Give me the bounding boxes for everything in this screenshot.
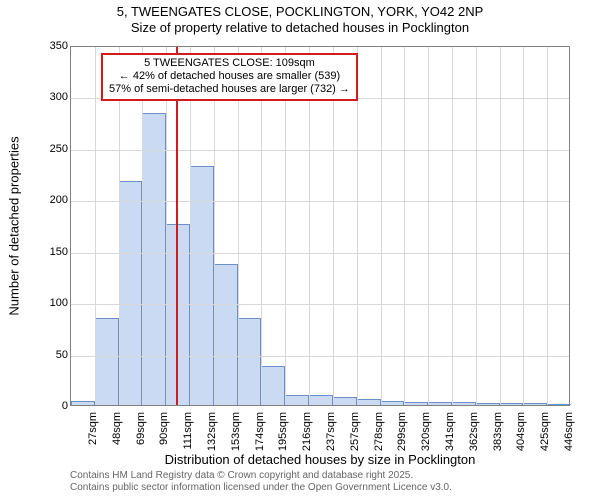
- bar: [381, 401, 405, 405]
- y-tick-label: 100: [40, 297, 68, 309]
- bar: [547, 404, 571, 405]
- v-gridline: [119, 47, 120, 405]
- x-tick-label: 69sqm: [135, 412, 147, 445]
- h-gridline: [71, 356, 569, 357]
- bar: [500, 403, 524, 405]
- h-gridline: [71, 150, 569, 151]
- x-tick-label: 341sqm: [444, 412, 456, 451]
- y-tick-label: 50: [40, 349, 68, 361]
- bar: [452, 402, 476, 405]
- v-gridline: [214, 47, 215, 405]
- bar: [309, 395, 333, 405]
- chart-root: 5, TWEENGATES CLOSE, POCKLINGTON, YORK, …: [0, 0, 600, 500]
- y-tick-label: 350: [40, 40, 68, 52]
- bar: [142, 113, 166, 405]
- y-tick-label: 0: [40, 400, 68, 412]
- chart-title-line2: Size of property relative to detached ho…: [0, 20, 600, 36]
- x-tick-label: 174sqm: [254, 412, 266, 451]
- x-tick-label: 48sqm: [111, 412, 123, 445]
- y-tick-label: 300: [40, 91, 68, 103]
- v-gridline: [238, 47, 239, 405]
- bar: [357, 399, 381, 405]
- annotation-line: ← 42% of detached houses are smaller (53…: [109, 70, 350, 83]
- x-tick-label: 237sqm: [325, 412, 337, 451]
- x-tick-label: 299sqm: [396, 412, 408, 451]
- x-tick-label: 111sqm: [182, 412, 194, 450]
- v-gridline: [95, 47, 96, 405]
- bar: [523, 403, 547, 405]
- bars-layer: [71, 47, 569, 405]
- x-tick-label: 257sqm: [349, 412, 361, 451]
- x-axis-label: Distribution of detached houses by size …: [70, 452, 570, 467]
- marker-line: [176, 47, 178, 405]
- bar: [71, 401, 95, 405]
- v-gridline: [166, 47, 167, 405]
- v-gridline: [190, 47, 191, 405]
- x-tick-label: 383sqm: [492, 412, 504, 451]
- bar: [95, 318, 119, 405]
- v-gridline: [309, 47, 310, 405]
- plot-wrap: 5 TWEENGATES CLOSE: 109sqm← 42% of detac…: [70, 46, 570, 406]
- v-gridline: [547, 47, 548, 405]
- v-gridline: [142, 47, 143, 405]
- bar: [428, 402, 452, 405]
- x-tick-label: 278sqm: [373, 412, 385, 451]
- chart-title-line1: 5, TWEENGATES CLOSE, POCKLINGTON, YORK, …: [0, 4, 600, 20]
- y-axis-ticks: 050100150200250300350: [40, 46, 68, 406]
- x-tick-label: 132sqm: [206, 412, 218, 451]
- bar: [238, 318, 262, 405]
- footer-attribution: Contains HM Land Registry data © Crown c…: [70, 470, 452, 494]
- x-tick-label: 216sqm: [301, 412, 313, 451]
- h-gridline: [71, 253, 569, 254]
- v-gridline: [357, 47, 358, 405]
- h-gridline: [71, 304, 569, 305]
- x-tick-label: 90sqm: [158, 412, 170, 445]
- annotation-line: 5 TWEENGATES CLOSE: 109sqm: [109, 57, 350, 70]
- bar: [333, 397, 357, 405]
- x-tick-label: 27sqm: [87, 412, 99, 445]
- x-tick-label: 425sqm: [539, 412, 551, 451]
- v-gridline: [428, 47, 429, 405]
- footer-line1: Contains HM Land Registry data © Crown c…: [70, 470, 452, 482]
- footer-line2: Contains public sector information licen…: [70, 482, 452, 494]
- x-tick-label: 320sqm: [420, 412, 432, 451]
- bar: [404, 402, 428, 405]
- v-gridline: [261, 47, 262, 405]
- v-gridline: [500, 47, 501, 405]
- bar: [285, 395, 309, 405]
- annotation-box: 5 TWEENGATES CLOSE: 109sqm← 42% of detac…: [101, 53, 358, 101]
- y-tick-label: 200: [40, 194, 68, 206]
- v-gridline: [523, 47, 524, 405]
- v-gridline: [333, 47, 334, 405]
- x-tick-label: 404sqm: [515, 412, 527, 451]
- bar: [214, 264, 238, 405]
- x-tick-label: 446sqm: [563, 412, 575, 451]
- x-tick-label: 153sqm: [230, 412, 242, 451]
- annotation-line: 57% of semi-detached houses are larger (…: [109, 83, 350, 96]
- h-gridline: [71, 201, 569, 202]
- v-gridline: [285, 47, 286, 405]
- x-tick-label: 362sqm: [468, 412, 480, 451]
- v-gridline: [381, 47, 382, 405]
- v-gridline: [404, 47, 405, 405]
- bar: [476, 403, 500, 405]
- x-tick-label: 195sqm: [277, 412, 289, 451]
- v-gridline: [476, 47, 477, 405]
- y-tick-label: 150: [40, 246, 68, 258]
- bar: [119, 181, 143, 405]
- bar: [261, 366, 285, 405]
- y-axis-label: Number of detached properties: [7, 136, 22, 315]
- chart-title-block: 5, TWEENGATES CLOSE, POCKLINGTON, YORK, …: [0, 0, 600, 37]
- v-gridline: [452, 47, 453, 405]
- bar: [166, 224, 190, 405]
- plot-area: 5 TWEENGATES CLOSE: 109sqm← 42% of detac…: [70, 46, 570, 406]
- y-tick-label: 250: [40, 143, 68, 155]
